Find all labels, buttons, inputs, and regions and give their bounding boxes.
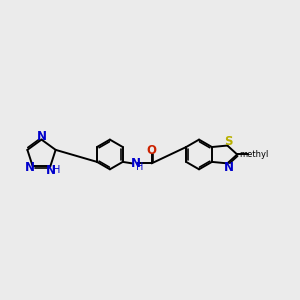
Text: N: N — [131, 157, 141, 170]
Text: O: O — [147, 144, 157, 158]
Text: H: H — [53, 165, 61, 175]
Text: S: S — [224, 135, 233, 148]
Text: N: N — [37, 130, 46, 143]
Text: methyl: methyl — [239, 150, 268, 159]
Text: N: N — [25, 160, 35, 174]
Text: H: H — [136, 162, 144, 172]
Text: N: N — [46, 164, 56, 176]
Text: N: N — [224, 161, 234, 174]
